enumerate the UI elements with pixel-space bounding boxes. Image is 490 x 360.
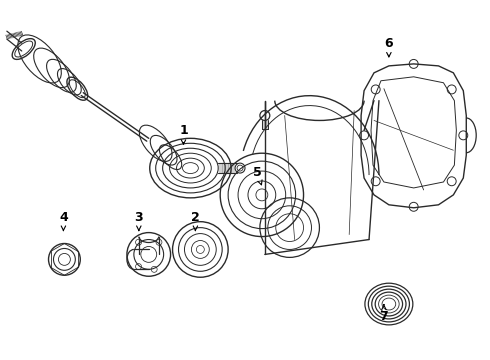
- Text: 5: 5: [252, 166, 262, 185]
- Text: 2: 2: [191, 211, 200, 230]
- Text: 3: 3: [135, 211, 143, 230]
- Text: 4: 4: [59, 211, 68, 230]
- Text: 1: 1: [179, 124, 188, 144]
- Text: 6: 6: [385, 37, 393, 57]
- Text: 7: 7: [380, 305, 388, 323]
